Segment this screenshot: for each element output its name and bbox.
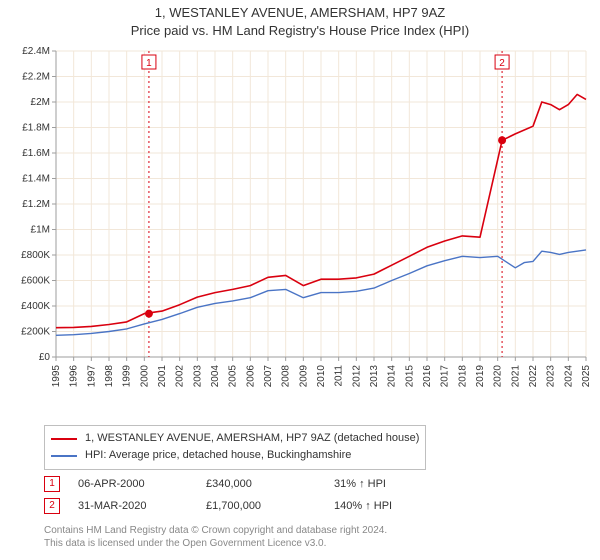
svg-text:2011: 2011 xyxy=(334,365,345,387)
chart: £0 £200K £400K £600K £800K £1M £1.2M £1.4M £1.6M… xyxy=(8,45,592,419)
svg-text:£400K: £400K xyxy=(21,301,50,312)
legend-label: HPI: Average price, detached house, Buck… xyxy=(85,448,351,463)
svg-text:2006: 2006 xyxy=(245,365,256,388)
svg-text:£600K: £600K xyxy=(21,276,50,287)
svg-text:2016: 2016 xyxy=(422,365,433,388)
svg-text:2021: 2021 xyxy=(510,365,521,388)
svg-text:2023: 2023 xyxy=(546,365,557,388)
svg-text:£2.4M: £2.4M xyxy=(22,46,50,57)
svg-text:1996: 1996 xyxy=(69,365,80,388)
sale-delta: 31% ↑ HPI xyxy=(334,478,386,490)
svg-text:2003: 2003 xyxy=(192,365,203,388)
svg-text:£2.2M: £2.2M xyxy=(22,72,50,83)
svg-text:£1.4M: £1.4M xyxy=(22,174,50,185)
svg-text:2002: 2002 xyxy=(175,365,186,388)
sale-row: 2 31-MAR-2020 £1,700,000 140% ↑ HPI xyxy=(44,498,592,514)
svg-text:£1.8M: £1.8M xyxy=(22,123,50,134)
legend-swatch xyxy=(51,438,77,440)
legend-swatch xyxy=(51,455,77,457)
sale-marker: 2 xyxy=(44,498,60,514)
svg-text:2008: 2008 xyxy=(281,365,292,388)
svg-text:£800K: £800K xyxy=(21,250,50,261)
svg-text:2013: 2013 xyxy=(369,365,380,388)
svg-text:£1.6M: £1.6M xyxy=(22,148,50,159)
svg-text:£0: £0 xyxy=(39,352,51,363)
svg-text:2019: 2019 xyxy=(475,365,486,388)
svg-text:£2M: £2M xyxy=(31,97,50,108)
svg-text:2: 2 xyxy=(499,58,505,69)
svg-text:2018: 2018 xyxy=(457,365,468,388)
svg-text:2020: 2020 xyxy=(493,365,504,388)
sales-list: 1 06-APR-2000 £340,000 31% ↑ HPI 2 31-MAR-202… xyxy=(8,476,592,514)
sale-price: £340,000 xyxy=(206,478,316,490)
chart-title: 1, WESTANLEY AVENUE, AMERSHAM, HP7 9AZ P… xyxy=(8,4,592,39)
legend-item: 1, WESTANLEY AVENUE, AMERSHAM, HP7 9AZ (… xyxy=(51,430,419,447)
chart-svg: £0 £200K £400K £600K £800K £1M £1.2M £1.4M £1.6M… xyxy=(8,45,592,419)
footer-note: Contains HM Land Registry data © Crown c… xyxy=(44,524,592,551)
legend-label: 1, WESTANLEY AVENUE, AMERSHAM, HP7 9AZ (… xyxy=(85,431,419,446)
svg-text:1997: 1997 xyxy=(86,365,97,388)
svg-text:2025: 2025 xyxy=(581,365,592,388)
title-line1: 1, WESTANLEY AVENUE, AMERSHAM, HP7 9AZ xyxy=(8,4,592,22)
sale-date: 06-APR-2000 xyxy=(78,478,188,490)
svg-text:£1M: £1M xyxy=(31,225,50,236)
sale-marker: 1 xyxy=(44,476,60,492)
svg-text:2000: 2000 xyxy=(139,365,150,388)
svg-text:1: 1 xyxy=(146,58,152,69)
svg-text:2004: 2004 xyxy=(210,365,221,388)
svg-text:2015: 2015 xyxy=(404,365,415,388)
legend: 1, WESTANLEY AVENUE, AMERSHAM, HP7 9AZ (… xyxy=(44,425,426,470)
footer-line2: This data is licensed under the Open Gov… xyxy=(44,537,592,551)
svg-text:1998: 1998 xyxy=(104,365,115,388)
svg-text:£200K: £200K xyxy=(21,327,50,338)
svg-text:1999: 1999 xyxy=(122,365,133,388)
svg-text:2012: 2012 xyxy=(351,365,362,388)
page-container: 1, WESTANLEY AVENUE, AMERSHAM, HP7 9AZ P… xyxy=(0,0,600,559)
svg-text:2005: 2005 xyxy=(228,365,239,388)
footer-line1: Contains HM Land Registry data © Crown c… xyxy=(44,524,592,538)
svg-text:2001: 2001 xyxy=(157,365,168,388)
sale-date: 31-MAR-2020 xyxy=(78,500,188,512)
svg-text:2022: 2022 xyxy=(528,365,539,388)
sale-row: 1 06-APR-2000 £340,000 31% ↑ HPI xyxy=(44,476,592,492)
svg-text:2024: 2024 xyxy=(563,365,574,388)
title-line2: Price paid vs. HM Land Registry's House … xyxy=(8,22,592,40)
legend-item: HPI: Average price, detached house, Buck… xyxy=(51,447,419,464)
svg-text:2009: 2009 xyxy=(298,365,309,388)
svg-text:2007: 2007 xyxy=(263,365,274,388)
svg-text:2014: 2014 xyxy=(387,365,398,388)
svg-text:2010: 2010 xyxy=(316,365,327,388)
sale-price: £1,700,000 xyxy=(206,500,316,512)
sale-delta: 140% ↑ HPI xyxy=(334,500,392,512)
svg-text:2017: 2017 xyxy=(440,365,451,388)
svg-text:£1.2M: £1.2M xyxy=(22,199,50,210)
svg-text:1995: 1995 xyxy=(51,365,62,388)
